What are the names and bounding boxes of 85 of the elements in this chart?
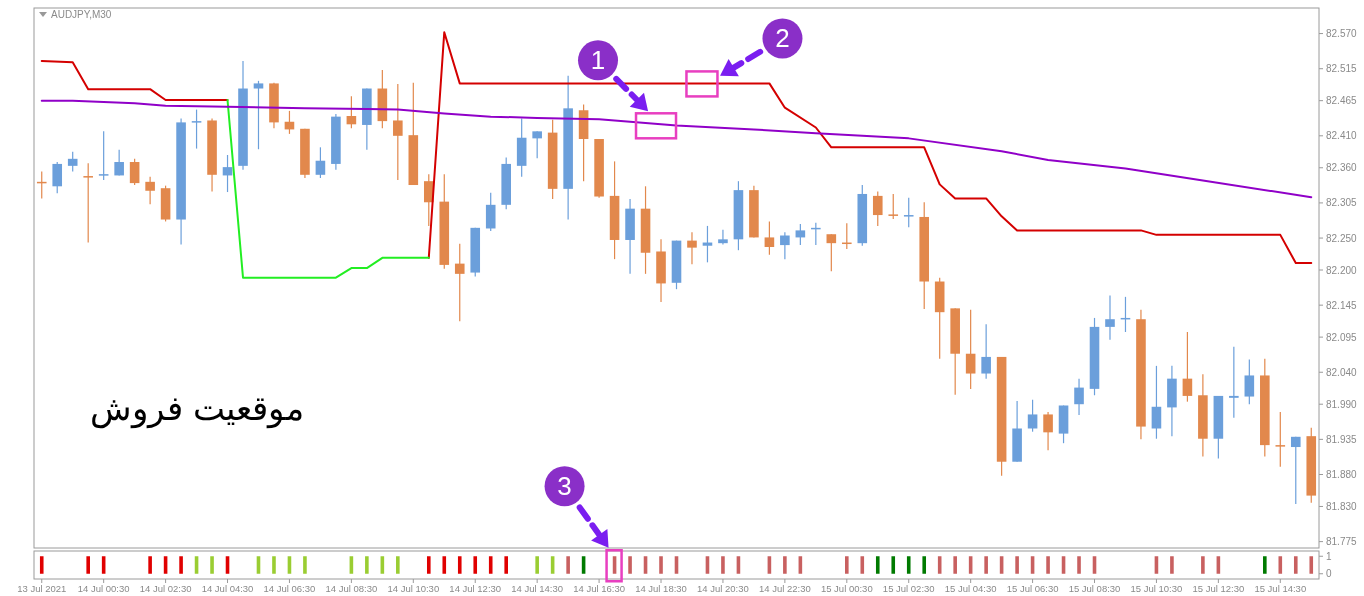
candlestick (888, 193, 899, 220)
candlestick (145, 176, 155, 205)
x-tick-label: 15 Jul 02:30 (882, 583, 935, 594)
candlestick (1244, 358, 1255, 405)
x-tick-label: 14 Jul 12:30 (449, 583, 502, 594)
callout: 3 (544, 466, 623, 583)
candlestick (1229, 346, 1239, 419)
y-tick-label: 82.095 (1326, 331, 1358, 343)
y-tick-label: 1 (1326, 550, 1332, 562)
candlestick (826, 233, 837, 272)
candlestick (903, 197, 914, 228)
annotation: 3 (557, 471, 572, 502)
annotation: 2 (775, 23, 790, 54)
x-tick-label: 14 Jul 22:30 (758, 583, 811, 594)
y-tick-label: 81.990 (1326, 398, 1358, 410)
candlestick (532, 130, 542, 159)
y-tick-label: 82.250 (1326, 232, 1358, 244)
y-tick-label: 81.935 (1326, 433, 1358, 445)
y-tick-label: 81.775 (1326, 536, 1358, 548)
x-tick-label: 13 Jul 2021 (17, 583, 67, 594)
candlestick (1182, 331, 1193, 403)
candlestick (253, 80, 264, 150)
candlestick (965, 309, 976, 390)
candlestick (872, 190, 883, 227)
candlestick (346, 95, 357, 129)
y-tick-label: 82.305 (1326, 197, 1358, 209)
x-tick-label: 15 Jul 10:30 (1130, 583, 1183, 594)
x-tick-label: 14 Jul 04:30 (201, 583, 254, 594)
line-series (226, 99, 430, 279)
y-tick-label: 82.465 (1326, 95, 1358, 107)
y-tick-label: 81.880 (1326, 469, 1358, 481)
x-tick-label: 14 Jul 18:30 (635, 583, 687, 594)
candlestick (981, 323, 991, 380)
candlestick (454, 243, 465, 322)
x-tick-label: 15 Jul 14:30 (1254, 583, 1307, 594)
x-tick-label: 14 Jul 02:30 (139, 583, 192, 594)
x-tick-label: 15 Jul 00:30 (820, 583, 873, 594)
y-tick-label: 0 (1326, 568, 1332, 580)
candlestick (393, 83, 403, 181)
y-tick-label: 82.360 (1326, 162, 1358, 174)
candlestick (98, 130, 109, 181)
candlestick (1290, 436, 1301, 505)
y-tick-label: 81.830 (1326, 500, 1358, 512)
y-tick-label: 82.570 (1326, 28, 1358, 40)
candlestick (1151, 365, 1162, 440)
line-series (40, 99, 1313, 199)
y-tick-label: 82.515 (1326, 63, 1358, 75)
candlestick (1074, 378, 1084, 416)
candlestick (764, 220, 775, 256)
y-tick-label: 82.200 (1326, 264, 1358, 276)
x-tick-label: 14 Jul 20:30 (697, 583, 749, 594)
candlestick (114, 149, 124, 177)
annotation: 1 (590, 45, 606, 76)
x-tick-label: 14 Jul 08:30 (325, 583, 378, 594)
y-tick-label: 82.040 (1326, 366, 1358, 378)
x-tick-label: 14 Jul 14:30 (511, 583, 564, 594)
x-tick-label: 15 Jul 08:30 (1068, 583, 1121, 594)
candlestick (780, 231, 790, 260)
callout: 2 (685, 18, 803, 98)
x-tick-label: 15 Jul 06:30 (1006, 583, 1059, 594)
y-tick-label: 82.145 (1326, 299, 1358, 311)
candlestick (222, 154, 233, 193)
x-tick-label: 14 Jul 10:30 (387, 583, 440, 594)
x-tick-label: 14 Jul 06:30 (263, 583, 316, 594)
candlestick (191, 109, 202, 150)
candlestick (1043, 411, 1053, 451)
candlestick (718, 229, 728, 246)
candlestick (67, 151, 78, 173)
candlestick (1105, 294, 1115, 341)
x-tick-label: 15 Jul 04:30 (944, 583, 997, 594)
x-tick-label: 15 Jul 12:30 (1192, 583, 1245, 594)
x-tick-label: 14 Jul 00:30 (77, 583, 130, 594)
x-tick-label: 14 Jul 16:30 (573, 583, 625, 594)
annotation: موقعیت فروش (89, 388, 305, 429)
y-tick-label: 82.410 (1326, 130, 1358, 142)
candlestick (52, 161, 63, 194)
candlestick (1027, 399, 1038, 433)
candlestick (1275, 411, 1286, 468)
chart-title: AUDJPY,M30 (51, 9, 112, 20)
candlestick (687, 231, 697, 265)
candlestick (485, 192, 496, 232)
candlestick (129, 158, 140, 186)
candlestick (795, 223, 806, 246)
candlestick (83, 162, 93, 244)
candlestick (315, 146, 326, 179)
